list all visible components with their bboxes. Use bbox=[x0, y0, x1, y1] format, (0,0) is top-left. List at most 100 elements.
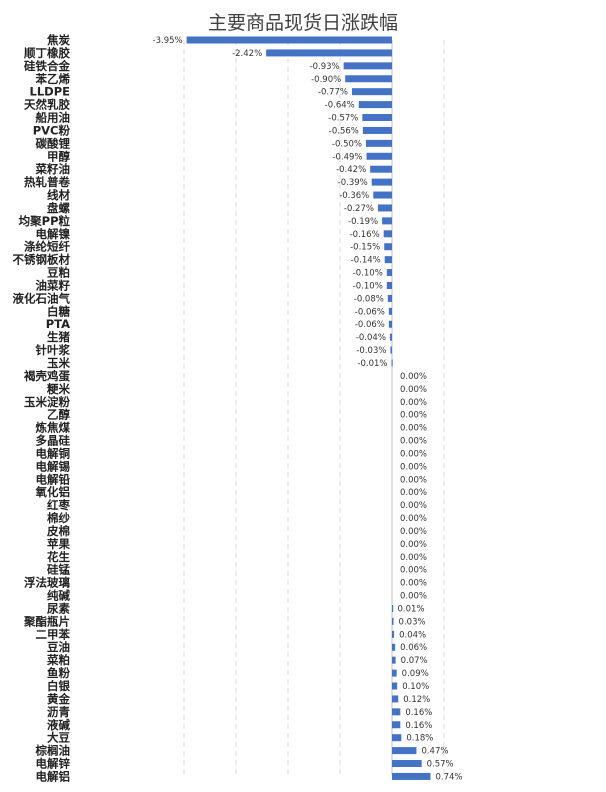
bar bbox=[392, 643, 396, 651]
category-label: 苯乙烯 bbox=[35, 72, 71, 86]
category-label: 电解铝 bbox=[36, 769, 71, 783]
category-label: 白糖 bbox=[47, 304, 70, 318]
category-label: 热轧普卷 bbox=[24, 175, 70, 189]
bar bbox=[370, 165, 392, 173]
category-label: 盘螺 bbox=[47, 201, 70, 215]
bar bbox=[351, 88, 392, 96]
data-label: 0.03% bbox=[399, 617, 426, 627]
data-label: 0.16% bbox=[405, 721, 432, 731]
bar bbox=[388, 320, 392, 328]
category-label: 菜粕 bbox=[46, 653, 70, 667]
category-label: 浮法玻璃 bbox=[24, 576, 70, 590]
category-label: 碳酸锂 bbox=[36, 136, 71, 150]
data-label: -2.42% bbox=[232, 49, 262, 59]
category-label: 豆油 bbox=[47, 640, 70, 654]
bar bbox=[392, 772, 431, 780]
category-label: 电解锡 bbox=[36, 459, 71, 473]
category-label: 纯碱 bbox=[47, 589, 70, 603]
bar bbox=[392, 682, 398, 690]
category-label: 油菜籽 bbox=[36, 278, 71, 292]
data-label: -0.16% bbox=[350, 230, 380, 240]
data-label: 0.00% bbox=[400, 553, 427, 563]
bar bbox=[345, 75, 392, 83]
data-label: 0.00% bbox=[400, 488, 427, 498]
category-label: PTA bbox=[46, 317, 70, 331]
category-label: 棕榈油 bbox=[35, 744, 71, 758]
bar bbox=[343, 62, 392, 70]
data-label: 0.00% bbox=[400, 462, 427, 472]
category-label: 玉米 bbox=[47, 356, 70, 370]
category-label: 硅锰 bbox=[47, 563, 70, 577]
data-label: 0.00% bbox=[400, 372, 427, 382]
category-label: 豆粕 bbox=[47, 266, 70, 280]
category-label: 粳米 bbox=[46, 382, 70, 396]
data-label: -0.42% bbox=[336, 165, 366, 175]
data-label: 0.00% bbox=[400, 475, 427, 485]
data-label: 0.00% bbox=[400, 449, 427, 459]
category-label: 棉纱 bbox=[47, 511, 70, 525]
data-label: -0.06% bbox=[355, 320, 385, 330]
category-label: 生猪 bbox=[47, 330, 70, 344]
bar bbox=[392, 747, 417, 755]
bar bbox=[391, 359, 393, 367]
data-label: -0.10% bbox=[353, 281, 383, 291]
data-label: 0.00% bbox=[400, 540, 427, 550]
category-label: 皮棉 bbox=[46, 524, 70, 538]
bar bbox=[384, 243, 392, 251]
data-label: 0.47% bbox=[421, 747, 448, 757]
bar bbox=[366, 152, 392, 160]
bar bbox=[390, 346, 392, 354]
bar bbox=[392, 617, 394, 625]
category-label: 氧化铝 bbox=[35, 485, 71, 499]
category-label: 天然乳胶 bbox=[24, 98, 70, 112]
data-label: -0.03% bbox=[356, 346, 386, 356]
data-label: -0.90% bbox=[311, 75, 341, 85]
data-label: 0.74% bbox=[435, 772, 462, 782]
data-label: -0.06% bbox=[355, 307, 385, 317]
data-label: 0.00% bbox=[400, 437, 427, 447]
data-label: -0.14% bbox=[351, 256, 381, 266]
bar bbox=[377, 204, 392, 212]
data-label: -0.57% bbox=[328, 114, 358, 124]
bar bbox=[384, 256, 392, 264]
data-label: -0.10% bbox=[353, 269, 383, 279]
category-label: 涤纶短纤 bbox=[24, 240, 70, 254]
bar bbox=[266, 49, 392, 57]
bar bbox=[373, 191, 392, 199]
data-label: -0.15% bbox=[350, 243, 380, 253]
data-label: 0.01% bbox=[398, 604, 425, 614]
category-label: 液化石油气 bbox=[13, 291, 71, 305]
category-label: 尿素 bbox=[47, 601, 70, 615]
category-label: 电解铅 bbox=[36, 472, 71, 486]
category-label: 线材 bbox=[47, 188, 70, 202]
data-label: 0.00% bbox=[400, 398, 427, 408]
bar bbox=[386, 269, 392, 277]
category-label: 二甲苯 bbox=[36, 627, 71, 641]
data-label: -0.08% bbox=[354, 294, 384, 304]
data-label: 0.00% bbox=[400, 411, 427, 421]
category-label: 花生 bbox=[47, 550, 70, 564]
data-label: -0.04% bbox=[356, 333, 386, 343]
data-label: -0.49% bbox=[332, 152, 362, 162]
category-label: 电解铜 bbox=[36, 446, 71, 460]
bar bbox=[387, 294, 392, 302]
data-label: 0.00% bbox=[400, 566, 427, 576]
category-label: 电解镍 bbox=[36, 227, 71, 241]
bar bbox=[392, 656, 396, 664]
bar bbox=[371, 178, 392, 186]
bar bbox=[389, 333, 392, 341]
category-label: 针叶浆 bbox=[36, 343, 71, 357]
category-label: 大豆 bbox=[47, 731, 70, 745]
category-label: 菜籽油 bbox=[35, 162, 71, 176]
bar bbox=[358, 101, 392, 109]
data-label: 0.04% bbox=[399, 630, 426, 640]
category-label: 褐壳鸡蛋 bbox=[23, 369, 70, 383]
category-label: 苹果 bbox=[47, 537, 70, 551]
data-label: 0.00% bbox=[400, 514, 427, 524]
data-label: 0.12% bbox=[403, 695, 430, 705]
bar bbox=[392, 604, 394, 612]
data-label: -0.77% bbox=[318, 88, 348, 98]
data-label: -3.95% bbox=[153, 36, 183, 46]
bar bbox=[186, 36, 392, 44]
category-label: 鱼粉 bbox=[47, 666, 70, 680]
